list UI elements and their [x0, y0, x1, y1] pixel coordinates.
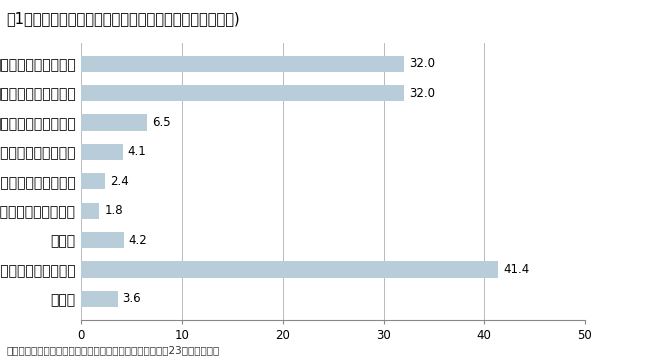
- Bar: [81, 291, 118, 307]
- Bar: [81, 85, 404, 101]
- Text: 1.8: 1.8: [105, 204, 123, 217]
- Text: 32.0: 32.0: [409, 87, 435, 99]
- Bar: [81, 56, 404, 72]
- Text: 6.5: 6.5: [152, 116, 170, 129]
- Text: 3.6: 3.6: [123, 292, 141, 306]
- Text: 図1　配偶者暴力の被害を受けた女性の相談先（複数回答): 図1 配偶者暴力の被害を受けた女性の相談先（複数回答): [6, 11, 240, 26]
- Text: 2.4: 2.4: [111, 175, 129, 188]
- Text: 4.1: 4.1: [127, 145, 146, 158]
- Bar: [81, 115, 147, 131]
- Bar: [81, 202, 99, 219]
- Bar: [81, 173, 105, 190]
- Bar: [81, 232, 124, 248]
- Text: （備考）内閣府「男女間における暴力に関する調査」平成23年）より作成: （備考）内閣府「男女間における暴力に関する調査」平成23年）より作成: [6, 345, 220, 355]
- Text: 4.2: 4.2: [129, 234, 148, 247]
- Bar: [81, 261, 499, 278]
- Bar: [81, 144, 123, 160]
- Text: 32.0: 32.0: [409, 57, 435, 70]
- Text: 41.4: 41.4: [503, 263, 530, 276]
